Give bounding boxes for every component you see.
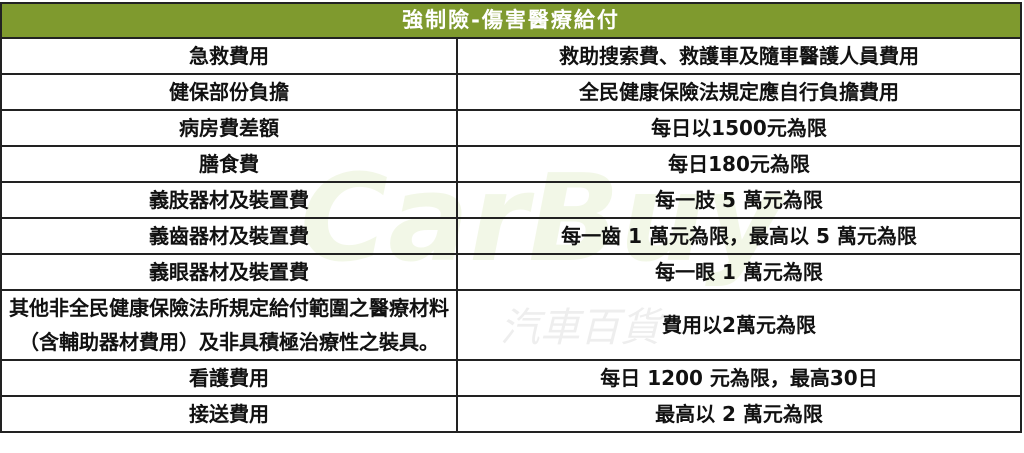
item-cell: 健保部份負擔 [2, 73, 458, 111]
limit-cell: 每一眼 1 萬元為限 [456, 253, 1020, 291]
limit-cell: 每一肢 5 萬元為限 [456, 181, 1020, 219]
limit-cell: 救助搜索費、救護車及隨車醫護人員費用 [456, 39, 1020, 75]
table-title: 強制險-傷害醫療給付 [2, 4, 1020, 39]
item-cell: 病房費差額 [2, 109, 458, 147]
limit-cell: 全民健康保險法規定應自行負擔費用 [456, 73, 1020, 111]
item-cell: 義肢器材及裝置費 [2, 181, 458, 219]
item-cell: 急救費用 [2, 39, 458, 75]
table-row: 急救費用 救助搜索費、救護車及隨車醫護人員費用 [2, 39, 1020, 75]
item-cell: 膳食費 [2, 145, 458, 183]
table-row: 健保部份負擔 全民健康保險法規定應自行負擔費用 [2, 73, 1020, 111]
table-row: 病房費差額 每日以1500元為限 [2, 109, 1020, 147]
benefit-table: 強制險-傷害醫療給付 急救費用 救助搜索費、救護車及隨車醫護人員費用 健保部份負擔全… [0, 2, 1022, 433]
table-row: 接送費用 最高以 2 萬元為限 [2, 395, 1020, 431]
table-row: 義齒器材及裝置費 每一齒 1 萬元為限，最高以 5 萬元為限 [2, 217, 1020, 255]
limit-cell: 每日以1500元為限 [456, 109, 1020, 147]
table-row: 膳食費 每日180元為限 [2, 145, 1020, 183]
limit-cell: 費用以2萬元為限 [456, 289, 1020, 361]
limit-cell: 最高以 2 萬元為限 [456, 395, 1020, 431]
item-cell: 其他非全民健康保險法所規定給付範圍之醫療材料（含輔助器材費用）及非具積極治療性之… [2, 289, 458, 361]
limit-cell: 每日180元為限 [456, 145, 1020, 183]
table-row: 看護費用 每日 1200 元為限，最高30日 [2, 359, 1020, 397]
table-row: 其他非全民健康保險法所規定給付範圍之醫療材料（含輔助器材費用）及非具積極治療性之… [2, 289, 1020, 361]
table-row: 義肢器材及裝置費 每一肢 5 萬元為限 [2, 181, 1020, 219]
limit-cell: 每日 1200 元為限，最高30日 [456, 359, 1020, 397]
item-cell: 義齒器材及裝置費 [2, 217, 458, 255]
item-cell: 義眼器材及裝置費 [2, 253, 458, 291]
limit-cell: 每一齒 1 萬元為限，最高以 5 萬元為限 [456, 217, 1020, 255]
item-cell: 接送費用 [2, 395, 458, 431]
table-row: 義眼器材及裝置費 每一眼 1 萬元為限 [2, 253, 1020, 291]
item-cell: 看護費用 [2, 359, 458, 397]
